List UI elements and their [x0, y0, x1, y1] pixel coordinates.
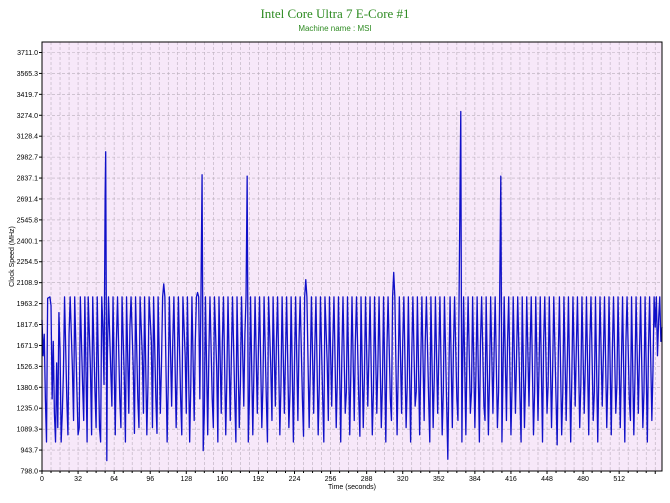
y-axis-label: Clock Speed (MHz) [9, 226, 16, 287]
x-tick-label: 512 [613, 476, 625, 483]
y-axis-ticks: 798.0 943.7 1089.3 1235.0 1380.6 1526.3 1671.9… [17, 50, 42, 476]
x-tick-label: 448 [541, 476, 553, 483]
chart-subtitle: Machine name : MSI [298, 24, 372, 33]
series-line [41, 110, 663, 462]
x-tick-label: 96 [146, 476, 154, 483]
y-tick-label: 1380.6 [17, 385, 39, 392]
y-tick-label: 2108.9 [17, 280, 39, 287]
y-tick-label: 3565.3 [17, 71, 39, 78]
y-tick-label: 2254.5 [17, 259, 39, 266]
y-tick-label: 2982.7 [17, 155, 39, 162]
y-tick-label: 2545.8 [17, 217, 39, 224]
x-tick-label: 128 [180, 476, 192, 483]
y-tick-label: 2691.4 [17, 196, 39, 203]
x-axis-ticks: 0 32 64 96 128 160 192 224 256 288 320 352 384 416 448… [40, 471, 656, 483]
x-tick-label: 384 [469, 476, 481, 483]
y-tick-label: 3419.7 [17, 92, 39, 99]
x-tick-label: 416 [505, 476, 517, 483]
x-tick-label: 0 [40, 476, 44, 483]
x-tick-label: 32 [74, 476, 82, 483]
x-tick-label: 352 [433, 476, 445, 483]
x-tick-label: 288 [361, 476, 373, 483]
y-tick-label: 1817.6 [17, 322, 39, 329]
y-tick-label: 798.0 [20, 469, 38, 476]
y-tick-label: 1235.0 [17, 406, 39, 413]
x-tick-label: 64 [110, 476, 118, 483]
y-tick-label: 1089.3 [17, 427, 39, 434]
y-tick-label: 1526.3 [17, 364, 39, 371]
y-tick-label: 2837.1 [17, 176, 39, 183]
chart-title: Intel Core Ultra 7 E-Core #1 [260, 6, 410, 21]
x-tick-label: 192 [253, 476, 265, 483]
y-tick-label: 3711.0 [17, 50, 38, 57]
y-tick-label: 1963.2 [17, 301, 39, 308]
y-tick-label: 943.7 [20, 448, 38, 455]
plot-background [42, 42, 662, 471]
x-tick-label: 320 [397, 476, 409, 483]
plot-frame [41, 41, 663, 472]
x-tick-label: 256 [325, 476, 337, 483]
y-tick-label: 3128.4 [17, 134, 39, 141]
x-tick-label: 160 [217, 476, 229, 483]
x-axis-label: Time (seconds) [328, 484, 376, 491]
y-tick-label: 1671.9 [17, 343, 39, 350]
x-tick-label: 480 [577, 476, 589, 483]
x-tick-label: 224 [289, 476, 301, 483]
y-tick-label: 3274.0 [17, 113, 39, 120]
y-tick-label: 2400.1 [17, 238, 39, 245]
